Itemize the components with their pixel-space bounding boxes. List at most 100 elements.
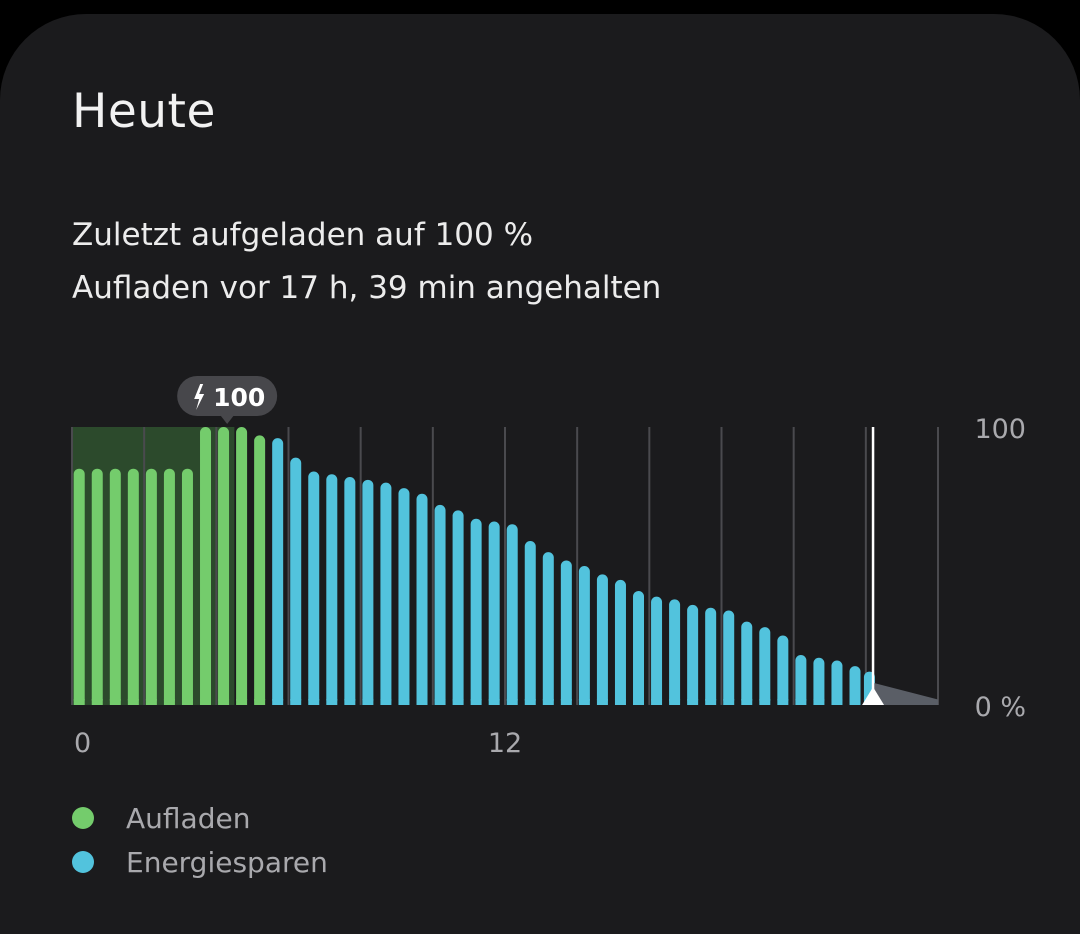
bar-power-saving-base [777, 699, 789, 705]
bar-power-saving-base [596, 699, 608, 705]
bar-charging [218, 427, 230, 705]
legend-dot-charging [72, 807, 94, 829]
bar-power-saving [614, 579, 626, 705]
bar-power-saving [723, 610, 735, 705]
bar-power-saving-base [669, 699, 681, 705]
bar-charging-base [218, 699, 230, 705]
bar-power-saving [849, 666, 861, 705]
bar-power-saving [596, 574, 608, 705]
bar-power-saving [344, 477, 356, 705]
bar-power-saving [578, 566, 590, 705]
bar-power-saving-base [705, 699, 717, 705]
charging-stopped-text: Aufladen vor 17 h, 39 min angehalten [72, 270, 662, 306]
bar-power-saving [470, 518, 482, 705]
legend-dot-power-saving [72, 851, 94, 873]
now-marker-triangle[interactable] [862, 687, 885, 705]
bar-power-saving-base [272, 699, 284, 705]
bar-power-saving [633, 591, 645, 705]
bar-power-saving [398, 488, 410, 705]
bar-power-saving-base [759, 699, 771, 705]
bar-power-saving [687, 604, 699, 705]
peak-badge-value: 100 [213, 383, 265, 412]
bar-power-saving [362, 479, 374, 705]
bar-charging [181, 468, 193, 705]
bar-power-saving [272, 438, 284, 705]
bar-power-saving-base [308, 699, 320, 705]
bar-power-saving [488, 521, 500, 705]
bar-power-saving-base [434, 699, 446, 705]
bar-power-saving [452, 510, 464, 705]
peak-badge-pointer [220, 415, 235, 424]
bar-power-saving [651, 596, 663, 705]
bar-charging [254, 435, 266, 705]
bar-power-saving-base [813, 699, 825, 705]
bar-power-saving [416, 493, 428, 705]
bar-power-saving [705, 607, 717, 705]
bar-power-saving-base [470, 699, 482, 705]
bar-power-saving-base [362, 699, 374, 705]
bar-charging [163, 468, 175, 705]
bar-power-saving [831, 660, 843, 705]
bar-power-saving [542, 552, 554, 705]
x-tick-label: 12 [488, 728, 522, 759]
bar-power-saving [506, 524, 518, 705]
legend-label-charging: Aufladen [126, 801, 251, 835]
bar-power-saving-base [380, 699, 392, 705]
bar-power-saving-base [416, 699, 428, 705]
y-tick-label: 100 [974, 414, 1026, 445]
bar-charging [91, 468, 103, 705]
bar-charging-base [254, 699, 266, 705]
bar-charging-base [91, 699, 103, 705]
projection-area [873, 682, 938, 705]
bar-power-saving-base [290, 699, 302, 705]
bar-power-saving-base [687, 699, 699, 705]
bar-power-saving-base [398, 699, 410, 705]
bar-charging-base [163, 699, 175, 705]
bar-power-saving-base [542, 699, 554, 705]
bar-power-saving [795, 654, 807, 705]
bar-charging-base [236, 699, 248, 705]
bar-power-saving-base [795, 699, 807, 705]
bar-power-saving [308, 471, 320, 705]
legend-item-power-saving: Energiesparen [72, 844, 328, 880]
last-charged-text: Zuletzt aufgeladen auf 100 % [72, 217, 534, 253]
bar-charging [145, 468, 157, 705]
bar-power-saving-base [488, 699, 500, 705]
card-title: Heute [72, 84, 216, 139]
bar-power-saving [290, 457, 302, 705]
bar-power-saving-base [578, 699, 590, 705]
bar-power-saving-base [741, 699, 753, 705]
bar-charging-base [200, 699, 212, 705]
bar-charging [236, 427, 248, 705]
legend-label-power-saving: Energiesparen [126, 845, 328, 879]
bar-charging [127, 468, 139, 705]
y-tick-label: 0 % [975, 692, 1026, 723]
bar-power-saving [524, 540, 536, 705]
bar-charging-base [109, 699, 121, 705]
bar-power-saving [434, 504, 446, 705]
bar-power-saving-base [452, 699, 464, 705]
bar-power-saving-base [633, 699, 645, 705]
bar-charging [200, 427, 212, 705]
legend-item-charging: Aufladen [72, 800, 250, 836]
bar-power-saving [777, 635, 789, 705]
bar-power-saving-base [849, 699, 861, 705]
bar-charging-base [145, 699, 157, 705]
bar-power-saving-base [524, 699, 536, 705]
bar-power-saving-base [560, 699, 572, 705]
bar-power-saving [759, 627, 771, 705]
bar-power-saving [380, 482, 392, 705]
bar-power-saving-base [344, 699, 356, 705]
bar-charging-base [127, 699, 139, 705]
bar-power-saving [560, 560, 572, 705]
bar-power-saving-base [651, 699, 663, 705]
bar-power-saving [326, 474, 338, 705]
x-tick-label: 0 [74, 728, 91, 759]
bar-power-saving-base [326, 699, 338, 705]
bar-power-saving-base [831, 699, 843, 705]
bar-charging-base [73, 699, 85, 705]
bar-charging-base [181, 699, 193, 705]
bar-power-saving [813, 657, 825, 705]
bar-charging [109, 468, 121, 705]
